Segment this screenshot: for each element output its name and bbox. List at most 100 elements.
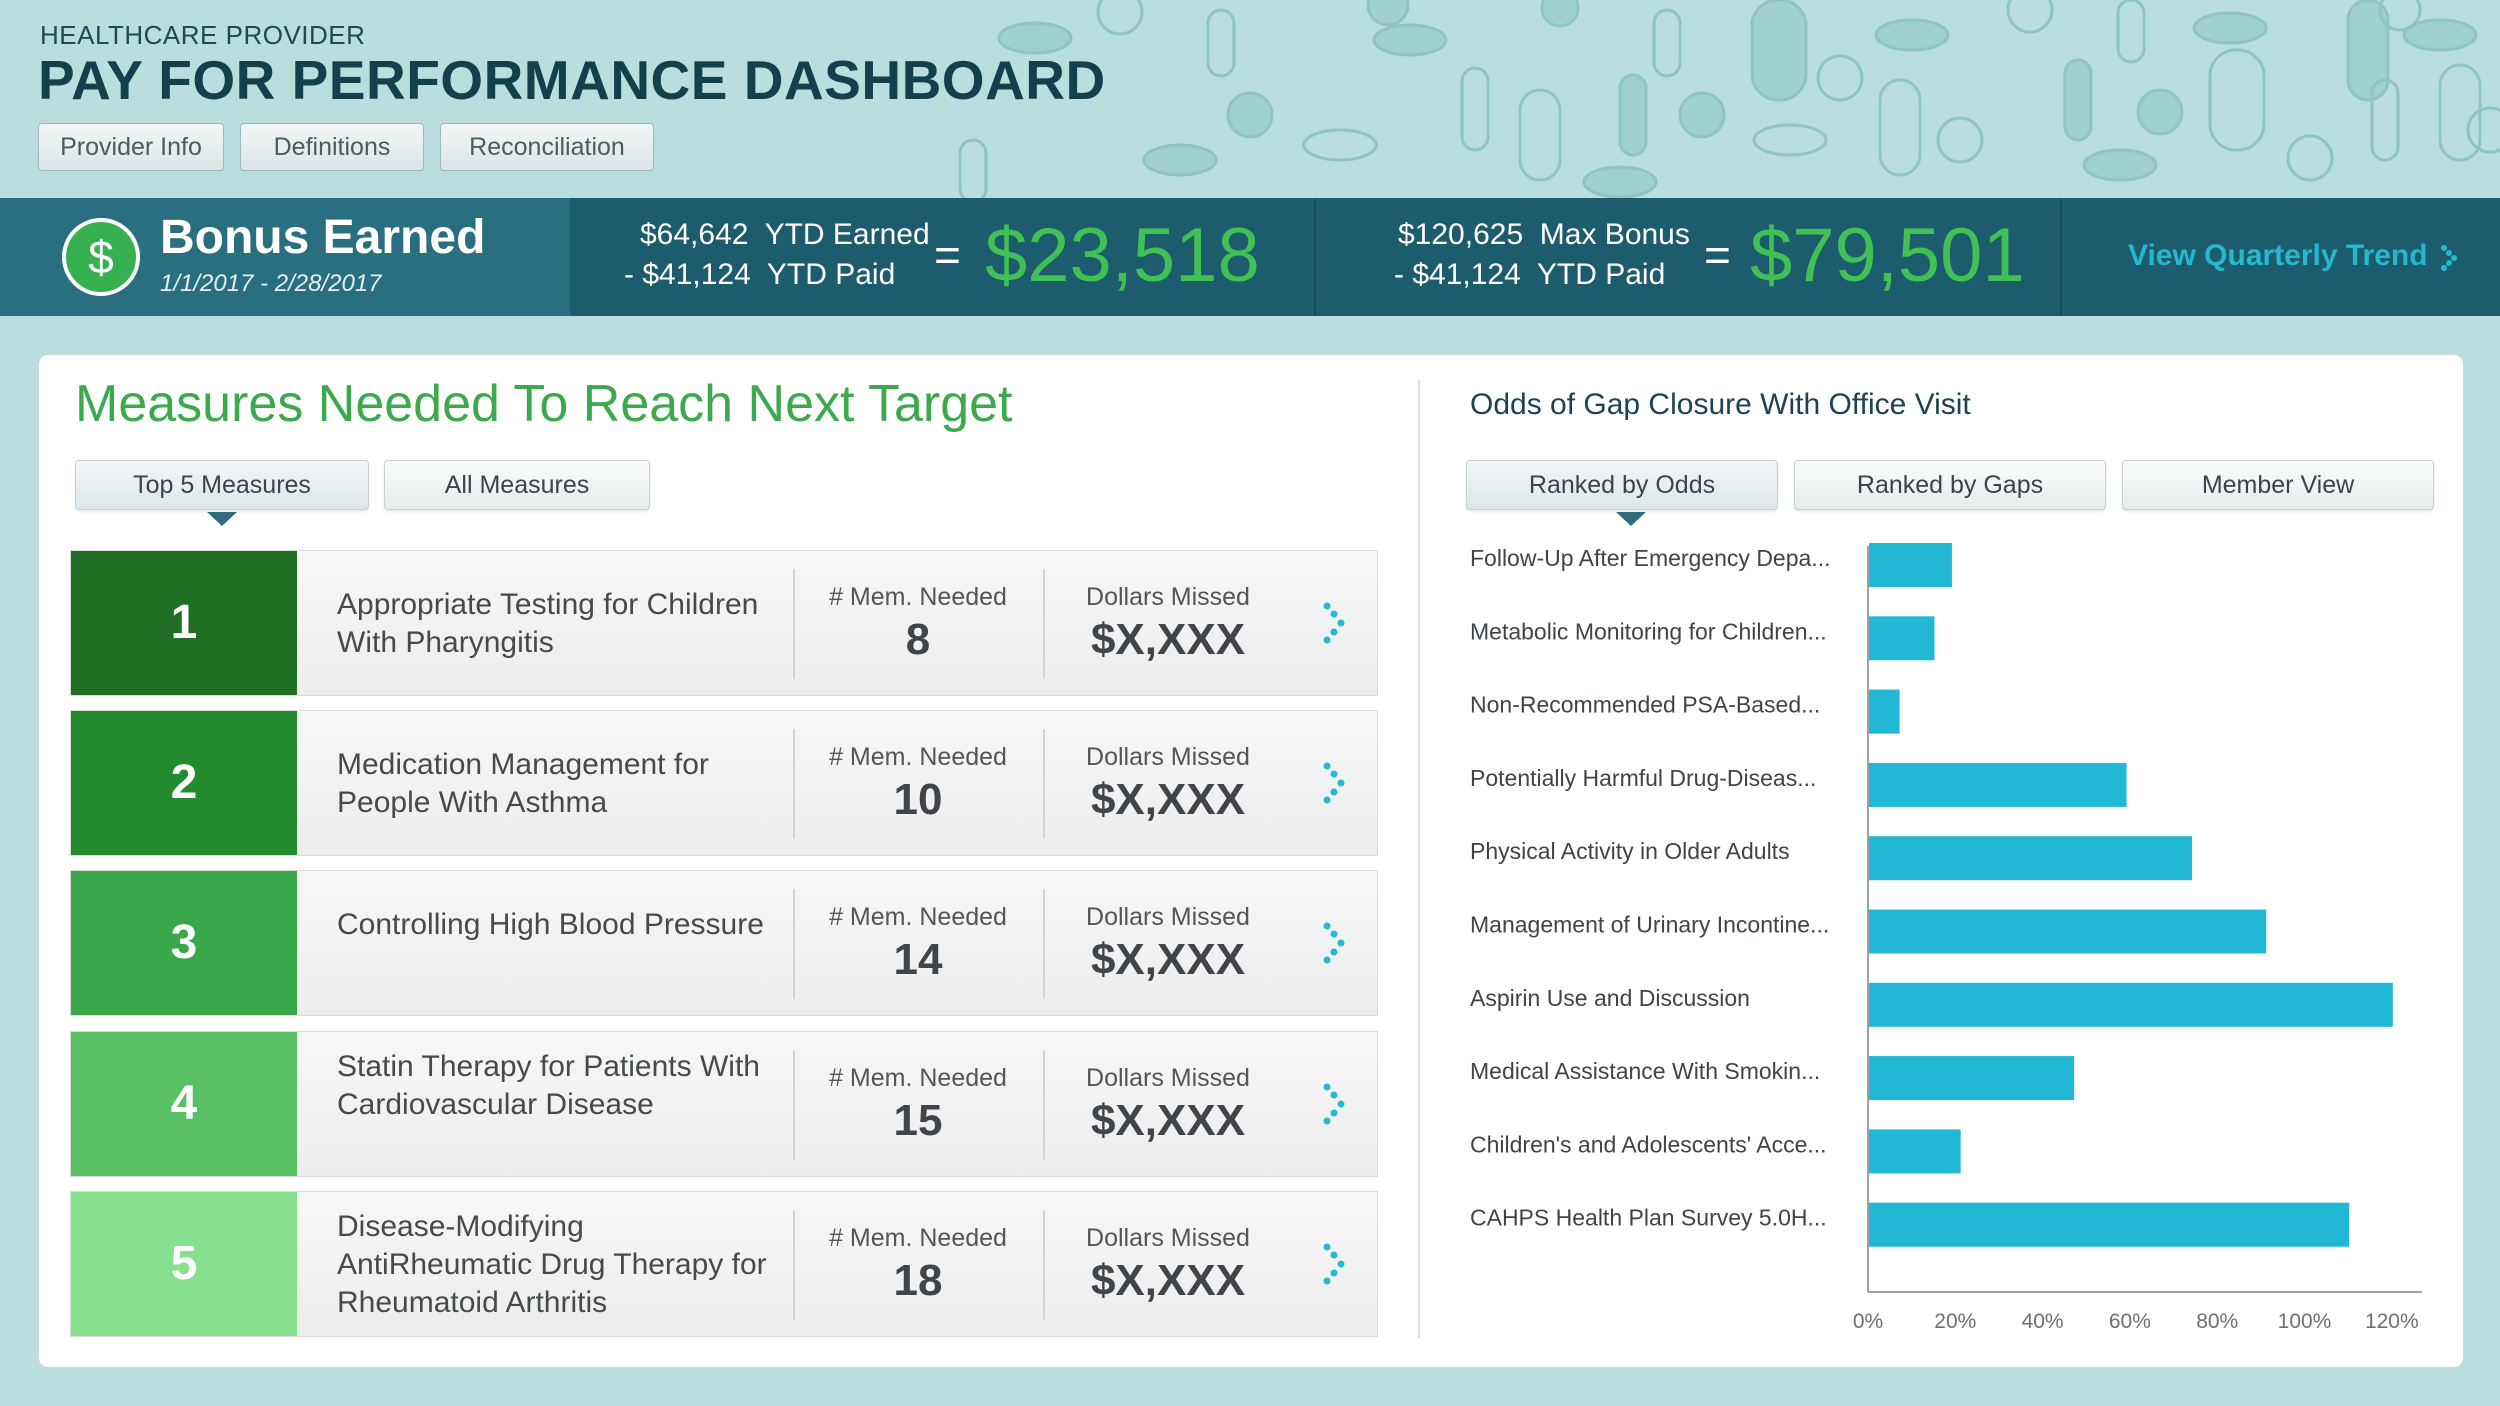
chevron-right-icon[interactable] — [1321, 1082, 1351, 1126]
bar — [1869, 762, 2127, 807]
column-divider — [793, 1050, 795, 1160]
provider-info-button[interactable]: Provider Info — [38, 123, 224, 171]
measure-rank-badge: 1 — [71, 551, 297, 695]
header-kicker: HEALTHCARE PROVIDER — [40, 20, 366, 50]
column-divider — [1043, 1210, 1045, 1320]
dollars-missed-value: $X,XXX — [1090, 615, 1246, 664]
measure-row[interactable]: 4 Statin Therapy for Patients With Cardio… — [70, 1031, 1378, 1177]
column-divider — [793, 889, 795, 999]
dollars-missed-value: $X,XXX — [1090, 1096, 1246, 1145]
definitions-button[interactable]: Definitions — [240, 123, 424, 171]
dollars-missed-label: Dollars Missed — [1086, 903, 1250, 931]
measure-rank-badge: 5 — [71, 1192, 297, 1336]
members-needed-value: 18 — [893, 1256, 943, 1305]
bonus-date-range: 1/1/2017 - 2/28/2017 — [160, 270, 382, 297]
tab-all-measures[interactable]: All Measures — [384, 460, 650, 510]
members-needed-label: # Mem. Needed — [829, 583, 1007, 611]
bar — [1869, 689, 1900, 734]
dollar-icon: $ — [62, 218, 140, 296]
dollars-missed-label: Dollars Missed — [1086, 583, 1250, 611]
bonus-title: Bonus Earned — [160, 211, 486, 264]
dollars-missed-value: $X,XXX — [1090, 1256, 1246, 1305]
band-divider — [1314, 198, 1316, 316]
measure-name: Medication Management for People With As… — [337, 748, 709, 819]
category-label: Management of Urinary Incontine... — [1470, 912, 1829, 938]
max-ytd-paid-line: - $41,124 YTD Paid — [1394, 258, 1666, 291]
measure-row[interactable]: 5 Disease-Modifying AntiRheumatic Drug Th… — [70, 1191, 1378, 1337]
column-divider — [1043, 729, 1045, 839]
category-label: Physical Activity in Older Adults — [1470, 838, 1790, 864]
members-needed-label: # Mem. Needed — [829, 1224, 1007, 1252]
section-divider — [1418, 380, 1420, 1338]
header: HEALTHCARE PROVIDER PAY FOR PERFORMANCE … — [0, 0, 2500, 198]
x-tick-label: 40% — [2022, 1310, 2064, 1333]
column-divider — [1043, 1050, 1045, 1160]
x-tick-label: 20% — [1934, 1310, 1976, 1333]
column-divider — [1043, 569, 1045, 679]
measure-row[interactable]: 3 Controlling High Blood Pressure # Mem. N… — [70, 870, 1378, 1016]
members-needed-value: 8 — [905, 615, 931, 664]
category-label: Aspirin Use and Discussion — [1470, 985, 1750, 1011]
dollars-missed-label: Dollars Missed — [1086, 1064, 1250, 1092]
category-label: Children's and Adolescents' Acce... — [1470, 1131, 1827, 1157]
active-tab-caret-icon — [207, 512, 237, 526]
members-needed-value: 15 — [893, 1096, 943, 1145]
chevron-right-icon[interactable] — [1321, 761, 1351, 805]
members-needed-label: # Mem. Needed — [829, 743, 1007, 771]
tab-top-5-measures[interactable]: Top 5 Measures — [75, 460, 369, 510]
dollars-missed-value: $X,XXX — [1090, 775, 1246, 824]
x-tick-label: 100% — [2278, 1310, 2332, 1333]
measure-rank-badge: 3 — [71, 871, 297, 1015]
dollars-missed-label: Dollars Missed — [1086, 1224, 1250, 1252]
tab-member-view[interactable]: Member View — [2122, 460, 2434, 510]
x-tick-label: 120% — [2365, 1310, 2419, 1333]
tab-ranked-by-gaps[interactable]: Ranked by Gaps — [1794, 460, 2106, 510]
measure-rank-badge: 2 — [71, 711, 297, 855]
page-title: PAY FOR PERFORMANCE DASHBOARD — [38, 49, 1106, 111]
odds-section-title: Odds of Gap Closure With Office Visit — [1470, 388, 1971, 421]
pill-pattern-background — [958, 0, 2500, 198]
members-needed-label: # Mem. Needed — [829, 1064, 1007, 1092]
bar — [1869, 836, 2193, 881]
band-divider — [2060, 198, 2062, 316]
category-label: CAHPS Health Plan Survey 5.0H... — [1470, 1205, 1827, 1231]
category-label: Non-Recommended PSA-Based... — [1470, 692, 1820, 718]
max-bonus-line: $120,625 Max Bonus — [1398, 218, 1690, 251]
measure-rank-badge: 4 — [71, 1032, 297, 1176]
chevron-right-icon[interactable] — [1321, 601, 1351, 645]
column-divider — [1043, 889, 1045, 999]
column-divider — [793, 1210, 795, 1320]
tab-ranked-by-odds[interactable]: Ranked by Odds — [1466, 460, 1778, 510]
bar — [1869, 543, 1952, 587]
dollars-missed-value: $X,XXX — [1090, 935, 1246, 984]
measure-row[interactable]: 1 Appropriate Testing for Children With P… — [70, 550, 1378, 696]
category-label: Potentially Harmful Drug-Diseas... — [1470, 765, 1816, 791]
column-divider — [793, 569, 795, 679]
measure-name: Statin Therapy for Patients With Cardiov… — [337, 1050, 760, 1121]
chevron-right-icon[interactable] — [1321, 921, 1351, 965]
measures-section-title: Measures Needed To Reach Next Target — [75, 375, 1013, 433]
members-needed-value: 10 — [893, 775, 943, 824]
x-tick-label: 60% — [2109, 1310, 2151, 1333]
x-tick-label: 80% — [2196, 1310, 2238, 1333]
members-needed-value: 14 — [893, 935, 943, 984]
chevron-right-icon[interactable] — [1321, 1242, 1351, 1286]
reconciliation-button[interactable]: Reconciliation — [440, 123, 654, 171]
category-label: Metabolic Monitoring for Children... — [1470, 618, 1827, 644]
view-quarterly-trend-link[interactable]: View Quarterly Trend — [2128, 239, 2428, 272]
bar — [1869, 1129, 1961, 1174]
x-tick-label: 0% — [1853, 1310, 1883, 1333]
category-label: Follow-Up After Emergency Depa... — [1470, 545, 1830, 571]
active-tab-caret-icon — [1616, 512, 1646, 526]
measure-name: Appropriate Testing for Children With Ph… — [337, 588, 759, 659]
measure-row[interactable]: 2 Medication Management for People With A… — [70, 710, 1378, 856]
chevron-right-icon[interactable] — [2440, 244, 2460, 272]
odds-bar-chart: Follow-Up After Emergency Depa... Metabol… — [1470, 543, 2422, 1333]
category-label: Medical Assistance With Smokin... — [1470, 1058, 1820, 1084]
bonus-band — [0, 198, 2500, 316]
earned-bonus-value: $23,518 — [985, 213, 1260, 298]
ytd-paid-line: - $41,124 YTD Paid — [624, 258, 896, 291]
remaining-bonus-value: $79,501 — [1750, 213, 2025, 298]
bar — [1869, 616, 1935, 661]
equals-sign: = — [934, 229, 961, 281]
